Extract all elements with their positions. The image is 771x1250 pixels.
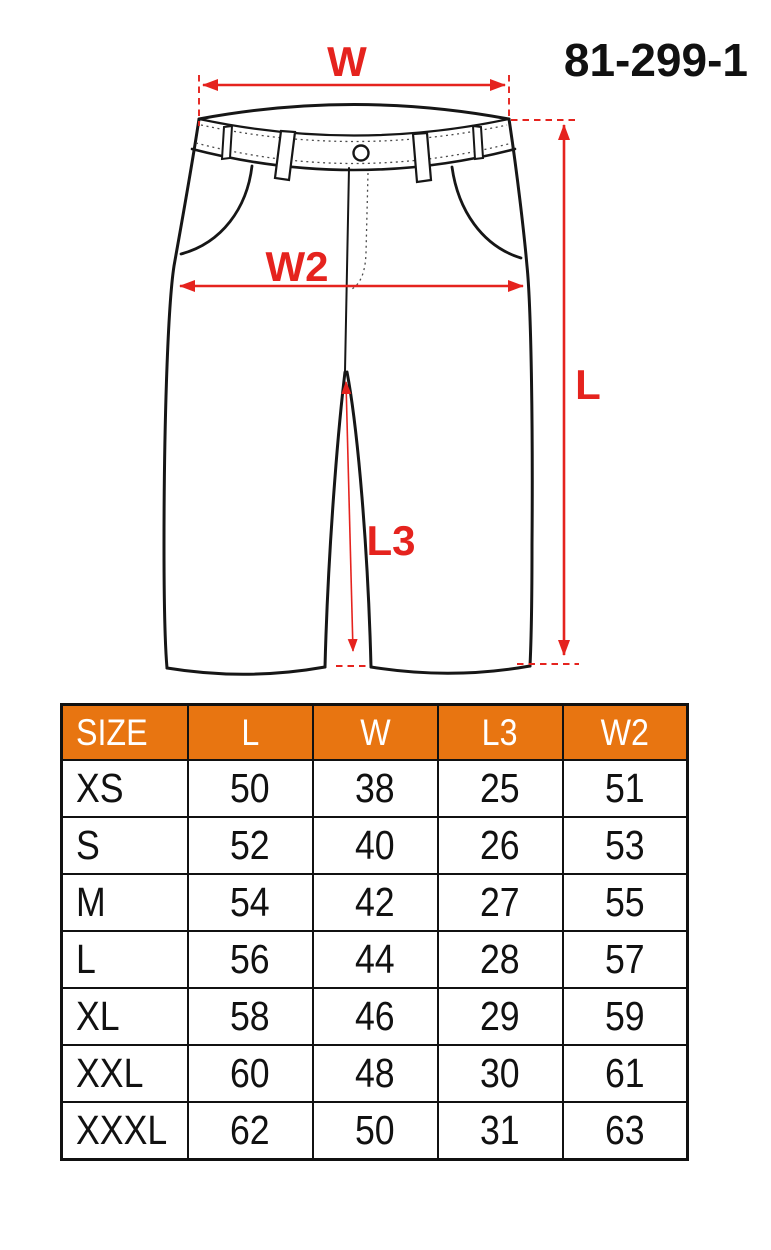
right-belt-loop — [411, 131, 433, 184]
value-cell: 31 — [436, 1101, 564, 1161]
value-cell: 59 — [561, 987, 689, 1046]
table-row-m: M 54 42 27 55 — [60, 873, 689, 932]
value-cell: 28 — [436, 930, 564, 989]
l3-dimension-label: L3 — [366, 517, 415, 564]
left-belt-loop — [273, 129, 297, 182]
size-cell: XL — [60, 987, 189, 1046]
size-cell: M — [60, 873, 189, 932]
size-cell: S — [60, 816, 189, 875]
table-row-s: S 52 40 26 53 — [60, 816, 689, 875]
header-cell-w2: W2 — [561, 703, 689, 761]
waist-button — [352, 144, 370, 162]
size-cell: XS — [60, 759, 189, 818]
right-side-belt-loop — [471, 124, 485, 161]
value-cell: 51 — [561, 759, 689, 818]
value-cell: 30 — [436, 1044, 564, 1103]
fly-stitch — [349, 172, 369, 291]
pockets-and-fly — [179, 164, 523, 372]
value-cell: 52 — [186, 816, 314, 875]
waistband-stitch-top — [200, 124, 508, 143]
center-front-seam — [344, 167, 350, 372]
value-cell: 46 — [311, 987, 439, 1046]
header-row: SIZE L W L3 W2 — [60, 703, 689, 761]
value-cell: 48 — [311, 1044, 439, 1103]
left-side-belt-loop — [220, 124, 234, 161]
value-cell: 26 — [436, 816, 564, 875]
value-cell: 58 — [186, 987, 314, 1046]
l-dimension-label: L — [575, 361, 601, 408]
table-row-l: L 56 44 28 57 — [60, 930, 689, 989]
waistband — [190, 103, 517, 184]
header-cell-l: L — [186, 703, 314, 761]
value-cell: 50 — [186, 759, 314, 818]
right-outer-seam — [507, 117, 534, 668]
size-cell: L — [60, 930, 189, 989]
waistband-bottom-edge — [190, 147, 517, 172]
value-cell: 62 — [186, 1101, 314, 1161]
value-cell: 38 — [311, 759, 439, 818]
product-code: 81-299-1 — [564, 34, 748, 86]
right-pocket-curve — [450, 165, 523, 260]
l3-dimension-arrow — [341, 381, 358, 652]
w-dimension-label: W — [327, 38, 367, 85]
value-cell: 57 — [561, 930, 689, 989]
left-inner-seam — [323, 370, 347, 669]
value-cell: 40 — [311, 816, 439, 875]
left-pocket-curve — [179, 164, 254, 256]
value-cell: 60 — [186, 1044, 314, 1103]
value-cell: 61 — [561, 1044, 689, 1103]
table-row-xs: XS 50 38 25 51 — [60, 759, 689, 818]
value-cell: 27 — [436, 873, 564, 932]
left-outer-seam — [162, 117, 201, 670]
size-cell: XXL — [60, 1044, 189, 1103]
header-cell-w: W — [311, 703, 439, 761]
size-cell: XXXL — [60, 1101, 189, 1161]
left-hem — [165, 665, 327, 676]
value-cell: 56 — [186, 930, 314, 989]
value-cell: 44 — [311, 930, 439, 989]
value-cell: 29 — [436, 987, 564, 1046]
waist-inner-edge — [197, 117, 511, 137]
value-cell: 55 — [561, 873, 689, 932]
value-cell: 50 — [311, 1101, 439, 1161]
size-table-header: SIZE L W L3 W2 — [60, 703, 689, 761]
table-row-xxl: XXL 60 48 30 61 — [60, 1044, 689, 1103]
header-cell-size: SIZE — [60, 703, 189, 761]
header-cell-l3: L3 — [436, 703, 564, 761]
size-table-body: XS 50 38 25 51 S 52 40 26 53 M 54 42 27 55 L 56 44 28 57 XL 5… — [60, 759, 689, 1161]
value-cell: 42 — [311, 873, 439, 932]
dimension-annotations — [179, 75, 579, 667]
table-row-xxxl: XXXL 62 50 31 63 — [60, 1101, 689, 1161]
value-cell: 63 — [561, 1101, 689, 1161]
table-row-xl: XL 58 46 29 59 — [60, 987, 689, 1046]
right-hem — [369, 664, 532, 675]
w2-dimension-label: W2 — [266, 243, 329, 290]
value-cell: 53 — [561, 816, 689, 875]
size-table: SIZE L W L3 W2 XS 50 38 25 51 S 52 40 26 53 M 54 42 27 55 L… — [60, 703, 689, 1161]
value-cell: 54 — [186, 873, 314, 932]
value-cell: 25 — [436, 759, 564, 818]
shorts-technical-drawing: W W2 L L3 81-299-1 — [162, 34, 748, 676]
waist-top-edge — [197, 103, 511, 121]
